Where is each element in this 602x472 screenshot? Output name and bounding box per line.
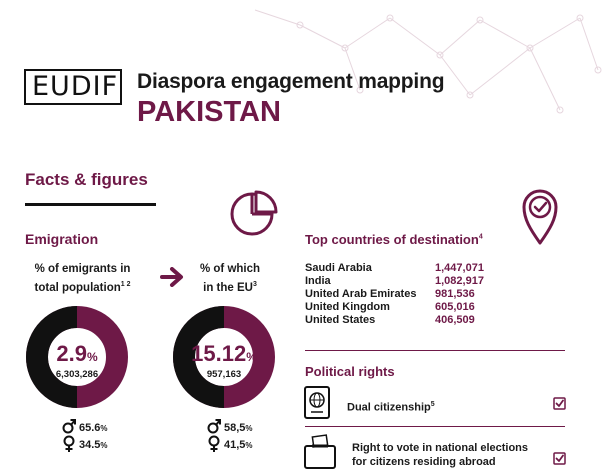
table-row: United Kingdom 605,016 [305,301,565,314]
destination-value: 605,016 [435,301,475,313]
label-line-1: % of which [199,263,261,275]
dual-citizenship-label: Dual citizenship5 [347,401,435,414]
destination-value: 1,447,071 [435,262,484,274]
table-row: United Arab Emirates 981,536 [305,288,565,301]
label-line-1: Right to vote in national elections [352,442,529,454]
emigration-title: Emigration [25,231,99,247]
footnote: 5 [430,401,435,408]
male-share: 65.6% [79,422,108,434]
location-check-icon [522,189,558,245]
background-network-pattern [254,9,602,114]
passport-icon [304,386,330,419]
logo: EUDIF [32,71,119,102]
female-icon [63,435,75,452]
checkbox-icon [553,452,566,465]
eu-donut-center: 15.12% 957,163 [172,341,276,381]
eu-share-label: % of which in the EU3 [175,262,285,296]
destination-country: United Kingdom [305,301,390,313]
donut-arc-black [26,306,78,408]
destination-country: United Arab Emirates [305,288,417,300]
vote-abroad-label: Right to vote in national elections for … [352,441,528,469]
logo-frame [24,69,122,105]
arrow-right-icon [160,267,183,287]
destination-value: 406,509 [435,314,475,326]
emigrants-donut-center: 2.9% 6,303,286 [25,341,129,381]
destinations-table: Saudi Arabia 1,447,071 India 1,082,917 U… [305,262,565,327]
female-share: 34.5% [79,439,108,451]
male-icon [62,419,76,434]
destination-value: 981,536 [435,288,475,300]
destinations-title: Top countries of destination4 [305,232,483,247]
donut-arc-black [173,306,225,408]
section-divider [25,203,156,206]
female-share: 41,5% [224,439,253,451]
eu-donut-chart [173,306,275,408]
ballot-box-icon [304,434,336,469]
table-row: United States 406,509 [305,314,565,327]
footnote: 1 2 [120,281,131,288]
destination-country: Saudi Arabia [305,262,372,274]
emigrants-percent: 2.9% [56,341,98,366]
destination-country: India [305,275,331,287]
eu-count: 957,163 [206,369,242,380]
table-row: Saudi Arabia 1,447,071 [305,262,565,275]
pie-chart-icon [230,190,278,236]
male-icon [207,419,221,434]
footnote: 4 [478,233,483,241]
footnote: 3 [252,281,257,288]
page-subtitle: Diaspora engagement mapping [137,70,445,93]
divider [305,350,565,351]
label-line-2: total population [34,281,121,294]
emigrants-donut-chart [26,306,128,408]
female-icon [208,435,220,452]
label-line-2: for citizens residing abroad [352,456,496,468]
page-title: PAKISTAN [137,96,281,128]
section-title: Facts & figures [25,170,148,189]
emigrants-share-label: % of emigrants in total population1 2 [20,262,145,296]
destination-country: United States [305,314,376,326]
label-line-1: % of emigrants in [34,263,131,275]
table-row: India 1,082,917 [305,275,565,288]
political-rights-title: Political rights [305,364,395,379]
checkbox-icon [553,397,566,410]
male-share: 58,5% [224,422,253,434]
emigrants-count: 6,303,286 [55,369,99,380]
eu-percent: 15.12% [191,341,257,366]
label-line-2: in the EU [203,281,253,294]
destination-value: 1,082,917 [435,275,484,287]
divider [305,426,565,427]
